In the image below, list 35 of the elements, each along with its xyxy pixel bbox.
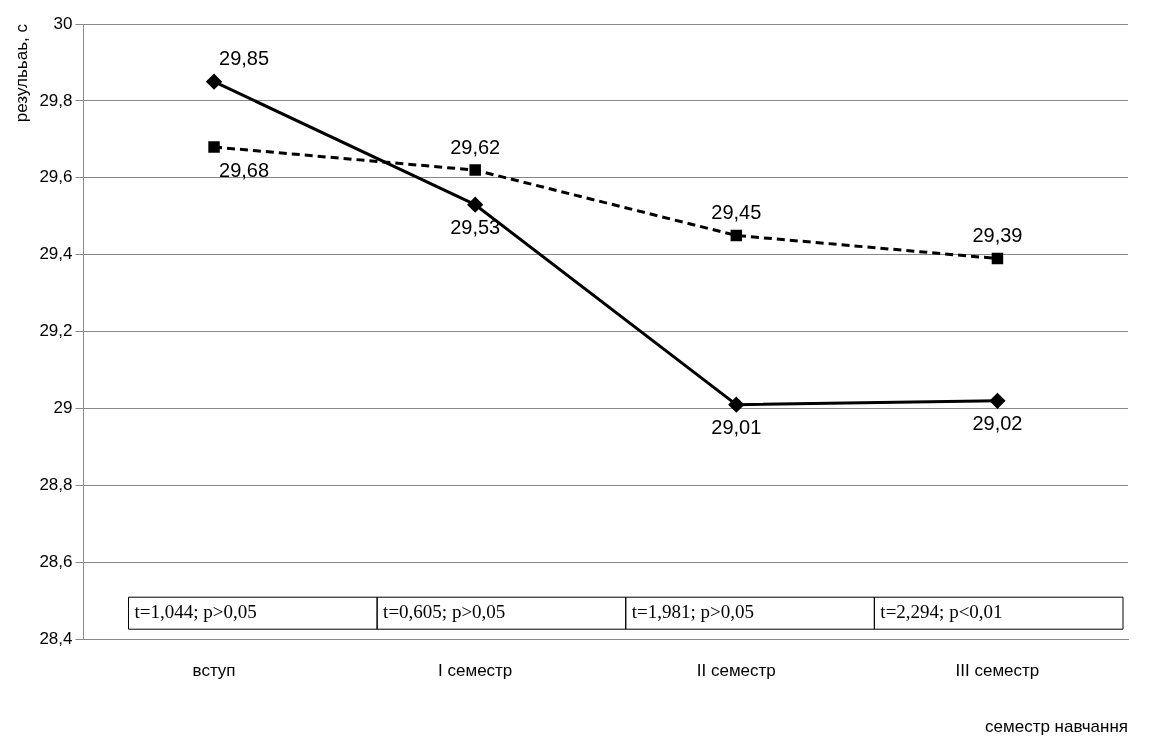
annotation: t=0,605; p>0,05 (383, 601, 506, 623)
x-axis-title: семестр навчання (985, 717, 1128, 737)
point (206, 74, 222, 90)
point (989, 393, 1005, 409)
point (991, 252, 1004, 265)
annotation: t=1,981; p>0,05 (631, 601, 754, 623)
y-tick-label: 28,8 (39, 475, 73, 495)
annotation: t=2,294; p<0,01 (880, 601, 1003, 623)
x-tick-label: III семестр (955, 661, 1040, 681)
data-label: 29,85 (219, 47, 270, 70)
y-tick-label: 29,8 (39, 90, 73, 110)
point (730, 229, 743, 242)
x-tick-label: вступ (192, 661, 236, 681)
y-tick-label: 28,6 (39, 551, 73, 571)
y-tick-label: 29,2 (39, 321, 73, 341)
data-label: 29,68 (219, 158, 270, 181)
point (728, 397, 744, 413)
x-tick-label: II семестр (696, 661, 776, 681)
point (469, 164, 481, 176)
point (467, 197, 483, 213)
x-tick-label: I семестр (438, 661, 513, 681)
y-tick-label: 29 (53, 398, 73, 418)
data-label: 29,45 (711, 200, 762, 223)
y-axis-title: резулььаь, с (11, 23, 31, 123)
data-label: 29,53 (450, 216, 501, 239)
y-tick-label: 29,4 (39, 244, 73, 264)
data-label: 29,39 (972, 224, 1023, 247)
point (208, 141, 220, 153)
data-label: 29,62 (450, 135, 501, 158)
data-label: 29,01 (711, 416, 762, 439)
data-label: 29,02 (972, 412, 1023, 435)
annotation: t=1,044; p>0,05 (134, 601, 257, 623)
y-tick-label: 29,6 (39, 167, 73, 187)
y-tick-label: 30 (53, 13, 73, 33)
y-tick-label: 28,4 (39, 628, 73, 648)
